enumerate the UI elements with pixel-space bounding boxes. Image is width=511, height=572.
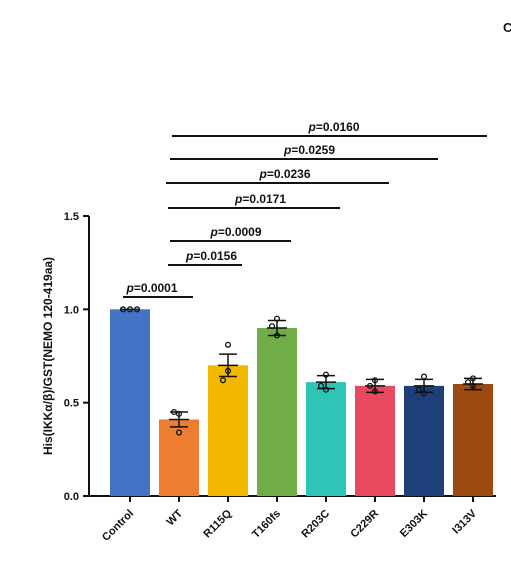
data-point	[420, 390, 428, 397]
data-point	[170, 408, 178, 416]
x-tick-label: WT	[165, 507, 186, 528]
data-point	[322, 371, 330, 378]
bar	[453, 384, 493, 496]
p-value: =0.0236	[267, 167, 311, 181]
p-value: =0.0156	[193, 249, 237, 263]
x-tick-label: I313V	[450, 507, 479, 536]
x-tick-labels: Control WT R115Q T160fs R203C C229R E303K I313V	[100, 507, 480, 544]
p-symbol: p	[185, 249, 193, 263]
p-value: =0.0001	[134, 281, 178, 295]
data-point	[175, 429, 183, 436]
data-point	[322, 386, 330, 393]
bar	[159, 419, 199, 496]
p-value-label: p=0.0009	[209, 225, 261, 239]
p-value-label: p=0.0001	[125, 281, 177, 295]
data-point	[268, 323, 276, 330]
p-value: =0.0009	[218, 225, 262, 239]
p-symbol: p	[125, 281, 133, 295]
x-tick-label: T160fs	[250, 508, 283, 541]
data-point	[273, 332, 281, 339]
p-symbol: p	[283, 143, 291, 157]
x-tick-label: C229R	[348, 508, 381, 541]
bar	[208, 365, 248, 496]
bar	[110, 309, 150, 496]
p-value: =0.0259	[291, 143, 335, 157]
panel-label: C	[503, 20, 511, 35]
p-value: =0.0160	[316, 120, 360, 134]
data-point	[371, 388, 379, 395]
data-point	[469, 382, 477, 389]
data-point	[420, 373, 428, 380]
bars-group	[110, 309, 493, 496]
data-point	[273, 315, 281, 322]
data-point	[224, 341, 232, 348]
bar	[257, 328, 297, 496]
p-value: =0.0171	[242, 192, 286, 206]
data-point	[119, 306, 127, 313]
p-value-label: p=0.0171	[234, 192, 286, 206]
p-value-label: p=0.0236	[258, 167, 310, 181]
data-point	[469, 375, 477, 382]
x-tick-label: R203C	[299, 508, 332, 541]
data-point	[415, 386, 423, 393]
data-point	[219, 377, 227, 384]
data-point	[224, 367, 232, 374]
y-tick-label: 1.0	[64, 304, 79, 316]
p-value-label: p=0.0259	[283, 143, 335, 157]
x-tick-label: Control	[100, 508, 136, 544]
p-symbol: p	[234, 192, 242, 206]
data-point	[366, 382, 374, 389]
data-point	[317, 382, 325, 389]
data-point	[133, 306, 141, 313]
x-tick-label: R115Q	[201, 507, 234, 540]
p-symbol: p	[209, 225, 217, 239]
p-value-label: p=0.0160	[307, 120, 359, 134]
data-point	[464, 379, 472, 386]
p-symbol: p	[307, 120, 315, 134]
data-points-group	[119, 306, 477, 436]
bar	[306, 382, 346, 496]
y-tick-label: 0.0	[64, 491, 79, 503]
y-axis-label: His(IKKα/β)/GST(NEMO 120-419aa)	[41, 257, 55, 455]
data-point	[175, 410, 183, 417]
bar	[355, 385, 395, 496]
x-tick-label: E303K	[398, 508, 430, 540]
p-symbol: p	[258, 167, 266, 181]
y-tick-label: 0.5	[64, 398, 79, 410]
data-point	[371, 377, 379, 384]
bar	[404, 385, 444, 496]
p-value-label: p=0.0156	[185, 249, 237, 263]
significance-group: p=0.0001p=0.0156p=0.0009p=0.0171p=0.0236…	[123, 120, 487, 298]
data-point	[126, 306, 134, 313]
y-tick-label: 1.5	[64, 211, 79, 223]
